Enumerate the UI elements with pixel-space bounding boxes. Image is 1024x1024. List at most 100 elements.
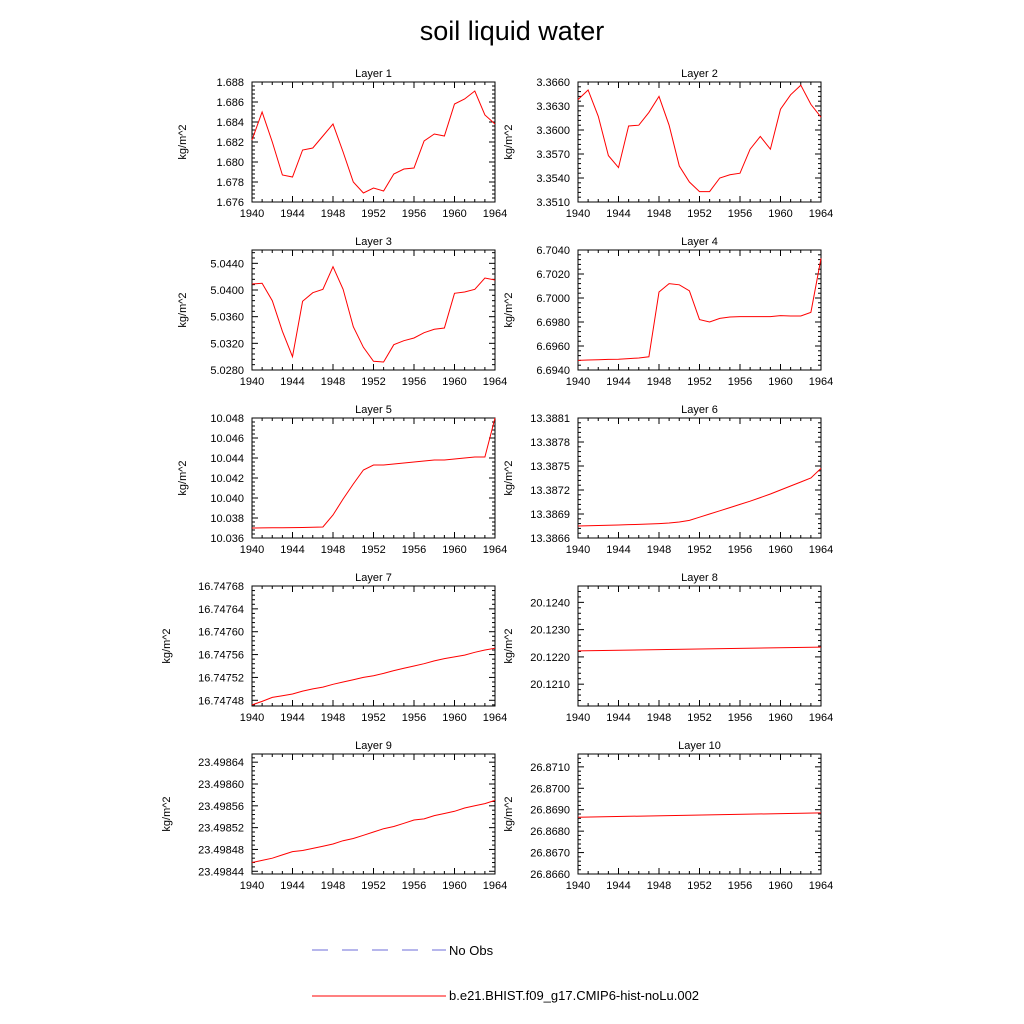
x-tick-label: 1964 <box>483 880 507 892</box>
series-line <box>577 468 822 527</box>
x-tick-label: 1956 <box>402 880 426 892</box>
x-tick-label: 1956 <box>728 712 752 724</box>
x-tick-label: 1940 <box>240 376 264 388</box>
y-tick-label: 20.1230 <box>530 625 570 637</box>
y-tick-label: 6.6940 <box>536 365 570 377</box>
y-tick-label: 23.49864 <box>198 757 244 769</box>
x-tick-label: 1940 <box>240 544 264 556</box>
x-tick-label: 1964 <box>809 712 833 724</box>
x-tick-label: 1948 <box>647 208 671 220</box>
y-tick-label: 23.49856 <box>198 801 244 813</box>
plot-frame <box>577 417 822 539</box>
panel-title: Layer 9 <box>355 740 392 752</box>
y-axis-label: kg/m^2 <box>503 460 515 495</box>
y-tick-label: 5.0280 <box>210 365 244 377</box>
x-tick-label: 1960 <box>442 208 466 220</box>
legend: No Obs b.e21.BHIST.f09_g17.CMIP6-hist-no… <box>312 943 699 1003</box>
y-tick-label: 3.3540 <box>536 173 570 185</box>
y-tick-label: 16.74760 <box>198 627 244 639</box>
plot-frame <box>577 249 822 371</box>
y-tick-label: 1.684 <box>216 117 244 129</box>
x-tick-label: 1964 <box>809 376 833 388</box>
x-tick-label: 1960 <box>442 880 466 892</box>
x-tick-label: 1960 <box>768 544 792 556</box>
y-tick-label: 5.0440 <box>210 258 244 270</box>
x-tick-label: 1960 <box>768 712 792 724</box>
y-axis-label: kg/m^2 <box>503 796 515 831</box>
y-tick-label: 6.7020 <box>536 269 570 281</box>
x-tick-label: 1964 <box>809 880 833 892</box>
y-tick-label: 20.1210 <box>530 679 570 691</box>
y-tick-label: 20.1240 <box>530 597 570 609</box>
y-tick-label: 16.74768 <box>198 581 244 593</box>
x-tick-label: 1952 <box>361 712 385 724</box>
plot-frame <box>251 417 496 539</box>
y-tick-label: 16.74756 <box>198 650 244 662</box>
panel-title: Layer 7 <box>355 572 392 584</box>
series-line <box>251 417 496 529</box>
x-tick-label: 1940 <box>240 880 264 892</box>
series-line <box>577 258 822 361</box>
x-tick-label: 1960 <box>768 376 792 388</box>
y-axis-label: kg/m^2 <box>177 460 189 495</box>
panel-layer-6: Layer 6 1940 1944 1948 1952 1956 1960 1964 13.38… <box>503 404 833 556</box>
x-tick-label: 1956 <box>728 880 752 892</box>
x-tick-label: 1956 <box>402 208 426 220</box>
x-tick-label: 1956 <box>402 712 426 724</box>
panel-title: Layer 6 <box>681 404 718 416</box>
y-tick-label: 13.3869 <box>530 509 570 521</box>
y-tick-label: 26.8670 <box>530 848 570 860</box>
y-tick-label: 10.042 <box>210 473 244 485</box>
x-tick-label: 1960 <box>442 376 466 388</box>
plot-frame <box>251 81 496 203</box>
y-tick-label: 26.8700 <box>530 783 570 795</box>
panel-layer-4: Layer 4 1940 1944 1948 1952 1956 1960 1964 6.694… <box>503 236 833 388</box>
x-tick-label: 1952 <box>687 712 711 724</box>
x-tick-label: 1956 <box>402 544 426 556</box>
x-tick-label: 1964 <box>483 712 507 724</box>
x-tick-label: 1948 <box>321 376 345 388</box>
figure-title: soil liquid water <box>420 16 605 46</box>
y-tick-label: 1.686 <box>216 97 244 109</box>
y-tick-label: 5.0360 <box>210 312 244 324</box>
x-tick-label: 1952 <box>361 544 385 556</box>
y-axis-label: kg/m^2 <box>503 292 515 327</box>
x-tick-label: 1956 <box>728 376 752 388</box>
series-line <box>577 646 822 652</box>
series-line <box>251 799 496 863</box>
panel-title: Layer 5 <box>355 404 392 416</box>
y-tick-label: 23.49848 <box>198 844 244 856</box>
panel-layer-8: Layer 8 1940 1944 1948 1952 1956 1960 1964 20.12… <box>503 572 833 724</box>
x-tick-label: 1960 <box>442 712 466 724</box>
legend-model-label: b.e21.BHIST.f09_g17.CMIP6-hist-noLu.002 <box>449 988 699 1003</box>
y-tick-label: 26.8680 <box>530 826 570 838</box>
y-tick-label: 10.044 <box>210 453 244 465</box>
x-tick-label: 1948 <box>321 880 345 892</box>
series-line <box>251 647 496 706</box>
y-tick-label: 10.048 <box>210 413 244 425</box>
legend-no-obs-label: No Obs <box>449 943 494 958</box>
y-tick-label: 1.680 <box>216 157 244 169</box>
panel-layer-9: Layer 9 1940 1944 1948 1952 1956 1960 1964 23.49… <box>161 740 507 892</box>
plot-frame <box>577 81 822 203</box>
x-tick-label: 1940 <box>240 208 264 220</box>
y-axis-label: kg/m^2 <box>177 292 189 327</box>
x-tick-label: 1944 <box>606 544 630 556</box>
y-axis-label: kg/m^2 <box>503 628 515 663</box>
y-tick-label: 5.0400 <box>210 285 244 297</box>
panel-title: Layer 4 <box>681 236 718 248</box>
x-tick-label: 1940 <box>566 208 590 220</box>
x-tick-label: 1956 <box>402 376 426 388</box>
y-tick-label: 13.3872 <box>530 485 570 497</box>
panel-layer-7: Layer 7 1940 1944 1948 1952 1956 1960 1964 16.74… <box>161 572 507 724</box>
plot-frame <box>251 585 496 707</box>
y-tick-label: 10.046 <box>210 433 244 445</box>
x-tick-label: 1940 <box>566 712 590 724</box>
series-line <box>251 265 496 363</box>
y-tick-label: 3.3570 <box>536 149 570 161</box>
x-tick-label: 1952 <box>687 544 711 556</box>
x-tick-label: 1948 <box>321 544 345 556</box>
x-tick-label: 1960 <box>768 880 792 892</box>
panel-layer-10: Layer 10 1940 1944 1948 1952 1956 1960 1964 26.8… <box>503 740 833 892</box>
